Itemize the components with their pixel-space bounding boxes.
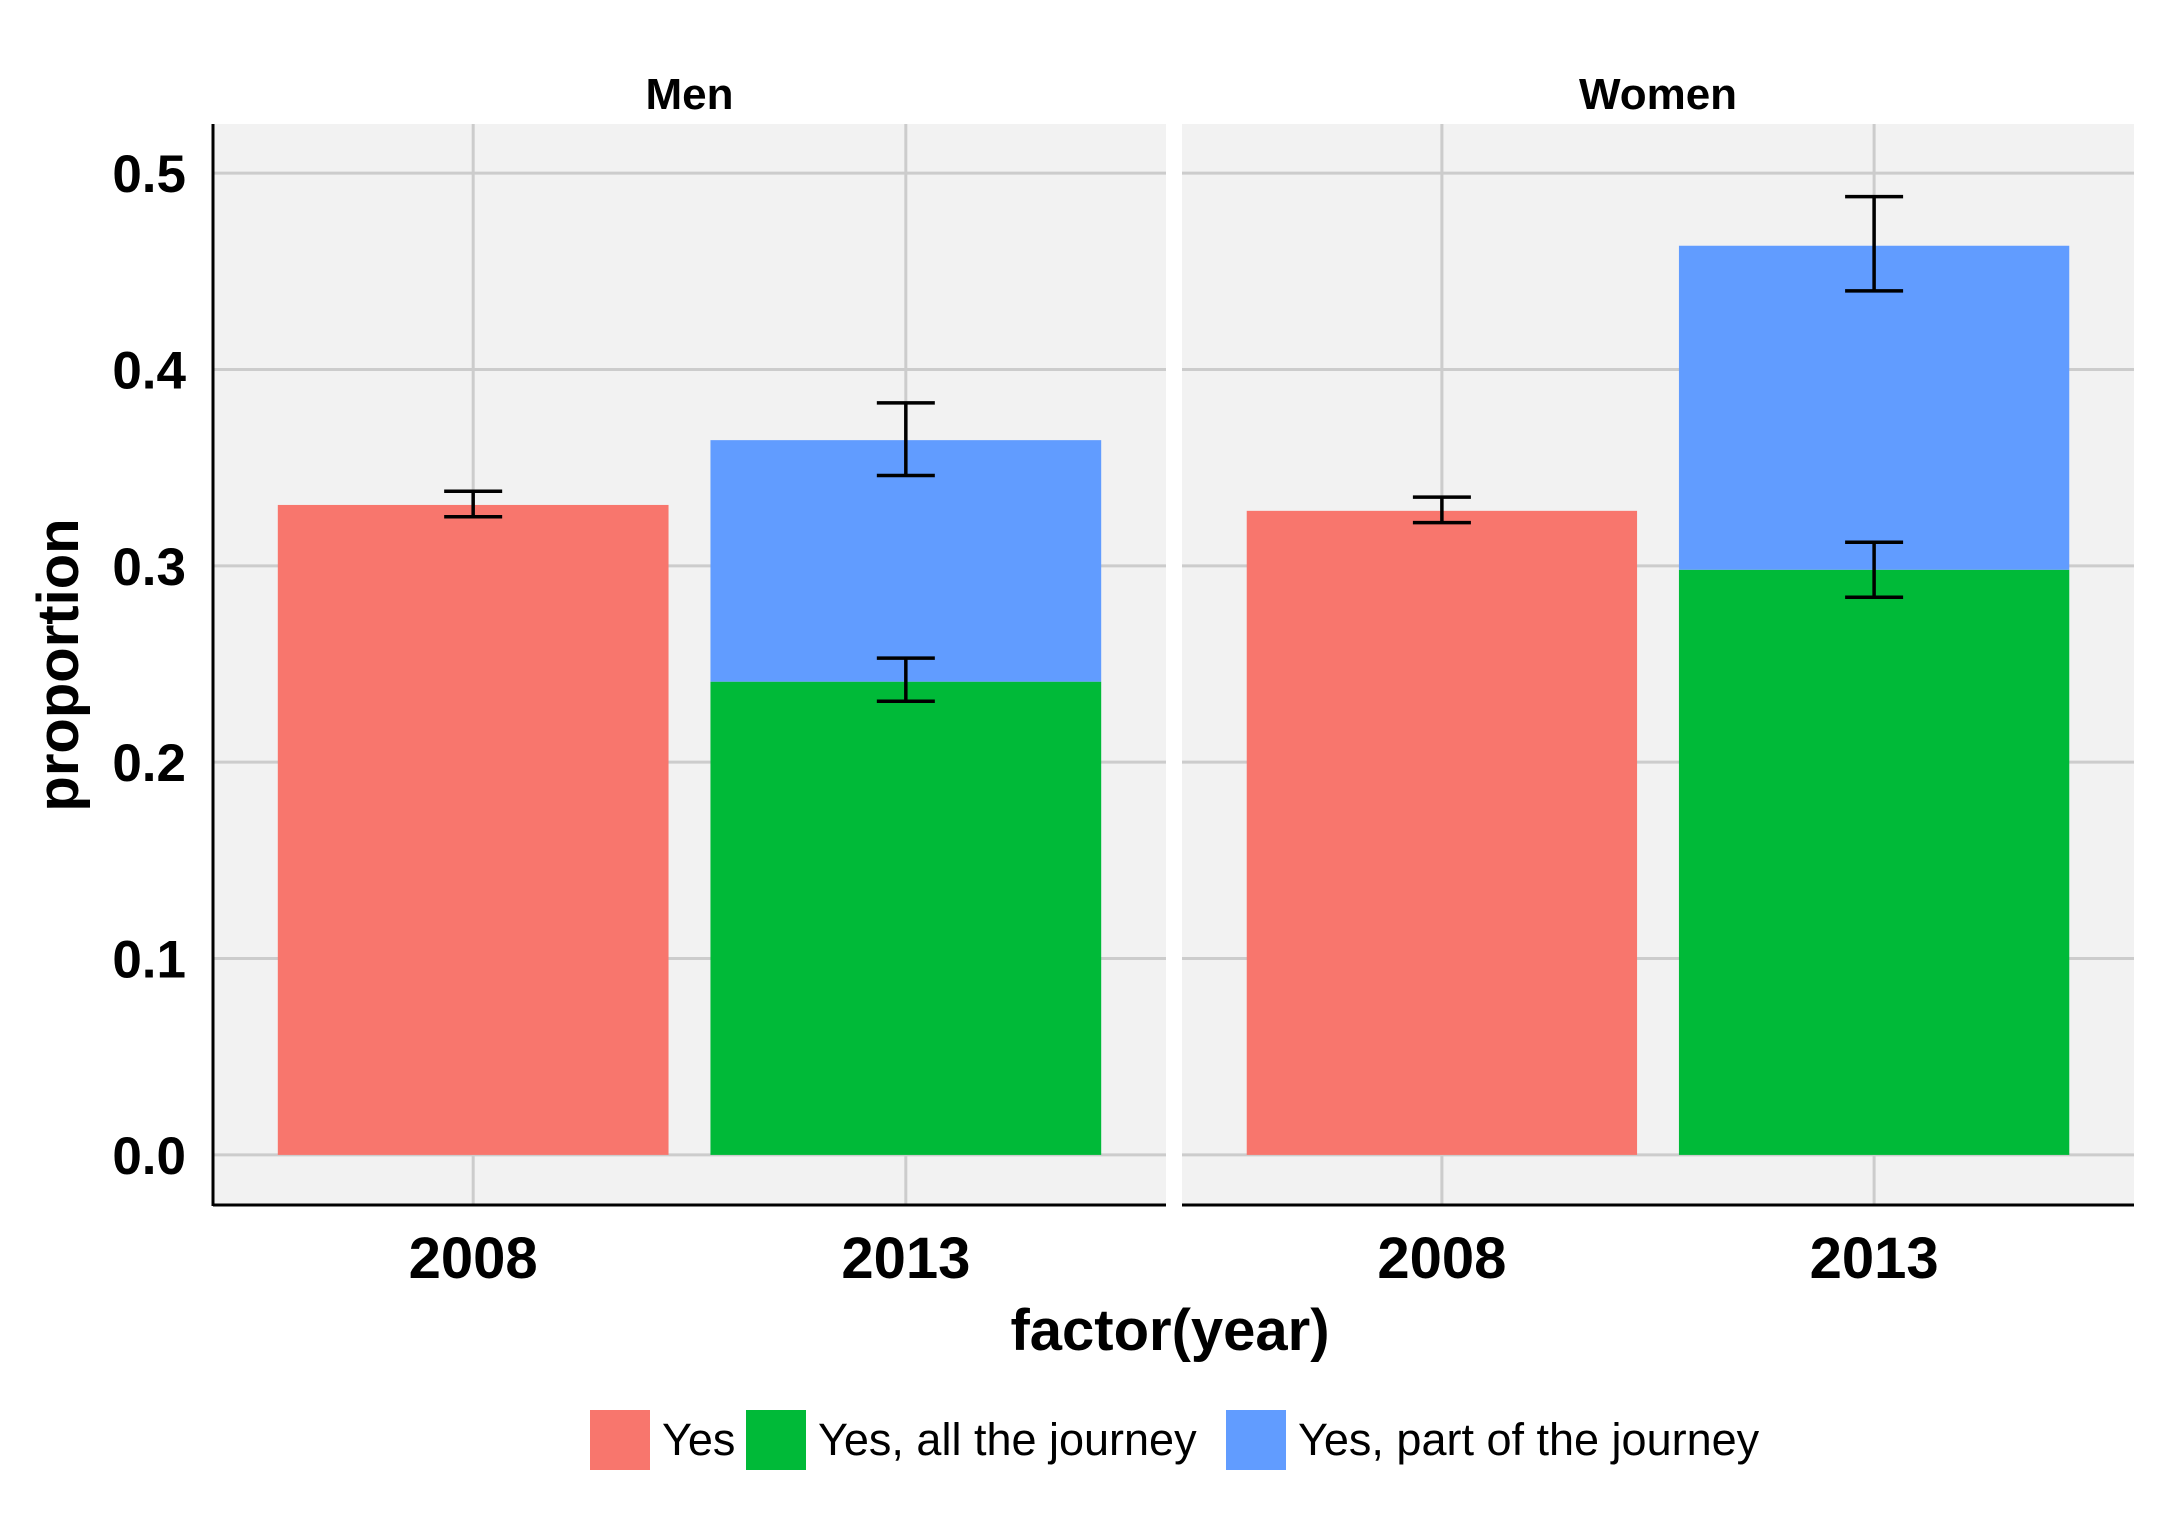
x-tick-label: 2013 [1810,1226,1939,1291]
x-tick-label: 2013 [841,1226,970,1291]
legend-key-yes-all-the-journey [746,1410,806,1470]
bar-men-2013-yes-part-of-the-journey [710,440,1102,682]
legend-label: Yes, part of the journey [1298,1414,1760,1465]
facet-label-men: Men [646,70,734,119]
legend-key-yes [590,1410,650,1470]
legend-key-yes-part-of-the-journey [1226,1410,1286,1470]
bar-men-2008-yes [277,504,669,1155]
bar-women-2013-yes-all-the-journey [1678,569,2070,1155]
bar-women-2008-yes [1246,510,1638,1155]
bar-men-2013-yes-all-the-journey [710,681,1102,1155]
y-tick-label: 0.0 [112,1127,186,1186]
legend-label: Yes, all the journey [818,1414,1197,1465]
y-tick-label: 0.2 [112,734,186,793]
x-tick-label: 2008 [409,1226,538,1291]
bar-women-2013-yes-part-of-the-journey [1678,245,2070,570]
y-tick-label: 0.5 [112,145,186,204]
x-tick-label: 2008 [1377,1226,1506,1291]
y-tick-label: 0.3 [112,538,186,597]
x-axis-title: factor(year) [1010,1298,1329,1363]
y-tick-label: 0.4 [112,341,186,400]
facet-label-women: Women [1579,70,1737,119]
legend-label: Yes [662,1414,735,1465]
y-tick-label: 0.1 [112,931,186,990]
y-axis-title: proportion [26,518,91,811]
